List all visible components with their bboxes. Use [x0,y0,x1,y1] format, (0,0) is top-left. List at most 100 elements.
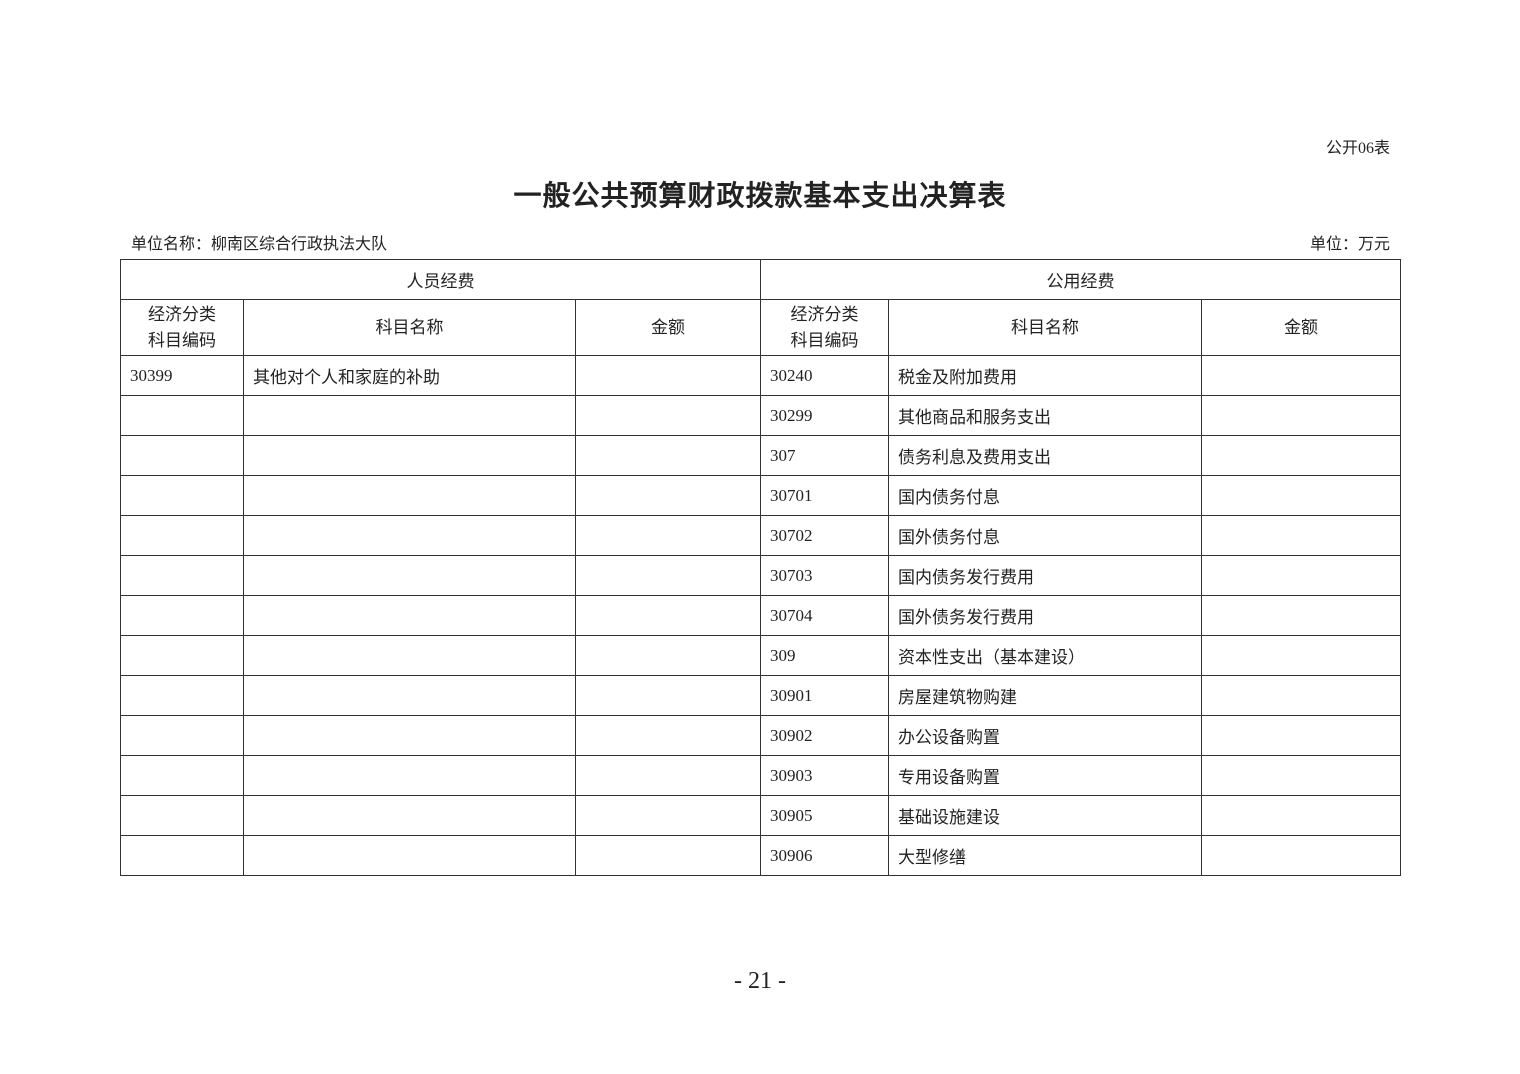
public-amount [1201,755,1401,796]
public-code: 30906 [760,835,889,876]
public-item-name: 国外债务发行费用 [888,595,1202,636]
personnel-amount [575,595,761,636]
col-header-amount: 金额 [575,299,761,356]
unit-name: 单位名称：柳南区综合行政执法大队 [131,236,388,253]
public-code: 307 [760,435,889,476]
page-title: 一般公共预算财政拨款基本支出决算表 [513,181,1007,212]
table-row: 30905 基础设施建设 [120,795,1401,836]
col-header-code: 经济分类 科目编码 [760,299,889,356]
public-amount [1201,795,1401,836]
public-code: 30704 [760,595,889,636]
personnel-code [120,795,244,836]
public-amount [1201,835,1401,876]
personnel-item-name [243,635,576,676]
public-item-name: 专用设备购置 [888,755,1202,796]
public-code: 30240 [760,355,889,396]
table-row: 30399 其他对个人和家庭的补助 30240 税金及附加费用 [120,355,1401,396]
personnel-item-name [243,795,576,836]
public-code: 30299 [760,395,889,436]
personnel-amount [575,515,761,556]
public-amount [1201,355,1401,396]
public-amount [1201,595,1401,636]
public-code: 30702 [760,515,889,556]
table-row: 30702 国外债务付息 [120,515,1401,556]
personnel-code [120,635,244,676]
public-amount [1201,475,1401,516]
public-code: 30903 [760,755,889,796]
table-row: 30704 国外债务发行费用 [120,595,1401,636]
personnel-amount [575,435,761,476]
public-item-name: 大型修缮 [888,835,1202,876]
table-row: 30299 其他商品和服务支出 [120,395,1401,436]
public-code: 30905 [760,795,889,836]
public-item-name: 基础设施建设 [888,795,1202,836]
public-item-name: 债务利息及费用支出 [888,435,1202,476]
personnel-item-name: 其他对个人和家庭的补助 [243,355,576,396]
public-amount [1201,715,1401,756]
code-header-line1: 经济分类 [148,304,216,324]
personnel-amount [575,795,761,836]
public-item-name: 国内债务付息 [888,475,1202,516]
personnel-amount [575,395,761,436]
table-row: 30703 国内债务发行费用 [120,555,1401,596]
code-header-line2: 科目编码 [790,330,859,350]
personnel-code [120,435,244,476]
personnel-code [120,555,244,596]
personnel-item-name [243,595,576,636]
personnel-amount [575,555,761,596]
budget-table: 人员经费 公用经费 经济分类 科目编码 科目名称 金额 经济分类 科目编码 科目名称… [120,259,1401,876]
currency-unit: 单位：万元 [1309,236,1390,253]
public-code: 309 [760,635,889,676]
personnel-code [120,715,244,756]
personnel-item-name [243,435,576,476]
public-item-name: 税金及附加费用 [888,355,1202,396]
col-header-name: 科目名称 [888,299,1202,356]
public-code: 30703 [760,555,889,596]
code-header-line1: 经济分类 [790,304,859,324]
personnel-code [120,595,244,636]
personnel-amount [575,715,761,756]
personnel-code [120,515,244,556]
public-item-name: 办公设备购置 [888,715,1202,756]
form-number: 公开06表 [1325,140,1390,157]
code-header-line2: 科目编码 [148,330,216,350]
public-code: 30901 [760,675,889,716]
col-header-amount: 金额 [1201,299,1401,356]
table-row: 309 资本性支出（基本建设） [120,635,1401,676]
public-code: 30902 [760,715,889,756]
col-header-code: 经济分类 科目编码 [120,299,244,356]
personnel-item-name [243,715,576,756]
table-row: 30901 房屋建筑物购建 [120,675,1401,716]
public-amount [1201,395,1401,436]
col-header-name: 科目名称 [243,299,576,356]
public-item-name: 资本性支出（基本建设） [888,635,1202,676]
personnel-code [120,755,244,796]
personnel-code [120,395,244,436]
personnel-amount [575,355,761,396]
table-row: 30906 大型修缮 [120,835,1401,876]
personnel-item-name [243,555,576,596]
personnel-amount [575,635,761,676]
personnel-item-name [243,835,576,876]
personnel-code [120,475,244,516]
personnel-amount [575,675,761,716]
public-item-name: 其他商品和服务支出 [888,395,1202,436]
table-row: 30903 专用设备购置 [120,755,1401,796]
public-amount [1201,555,1401,596]
public-item-name: 国内债务发行费用 [888,555,1202,596]
public-amount [1201,435,1401,476]
personnel-item-name [243,675,576,716]
table-row: 30701 国内债务付息 [120,475,1401,516]
table-row: 30902 办公设备购置 [120,715,1401,756]
personnel-item-name [243,515,576,556]
personnel-item-name [243,395,576,436]
personnel-item-name [243,755,576,796]
table-row: 307 债务利息及费用支出 [120,435,1401,476]
personnel-code [120,835,244,876]
personnel-amount [575,755,761,796]
public-code: 30701 [760,475,889,516]
public-amount [1201,675,1401,716]
public-item-name: 房屋建筑物购建 [888,675,1202,716]
personnel-item-name [243,475,576,516]
group-header-personnel: 人员经费 [120,259,761,300]
